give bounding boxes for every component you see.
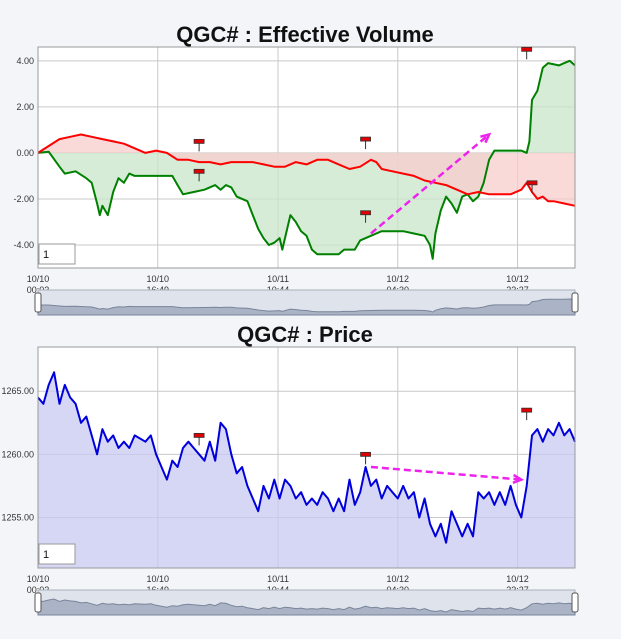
plot-frame — [37, 346, 576, 569]
x-tick-date: 10/12 — [387, 574, 410, 584]
x-tick-date: 10/10 — [27, 274, 50, 284]
navigator-right-handle[interactable] — [571, 292, 579, 313]
flag-marker-icon — [360, 136, 371, 150]
flag-head — [360, 210, 371, 216]
y-tick-label: 1255.00 — [1, 512, 34, 522]
series-index-box[interactable] — [38, 243, 76, 265]
series-line-1 — [37, 133, 576, 207]
plot-frame — [37, 46, 576, 269]
x-tick-date: 10/11 — [267, 274, 289, 284]
x-tick-date: 10/10 — [146, 274, 169, 284]
series-area-1 — [38, 134, 575, 206]
flag-head — [193, 432, 205, 438]
series-line-0 — [37, 371, 576, 544]
trend-arrow-line — [370, 133, 490, 235]
y-tick-label: -2.00 — [13, 194, 34, 204]
series-index-box[interactable] — [38, 543, 76, 565]
navigator-left-handle[interactable] — [34, 292, 42, 313]
flag-marker-icon — [526, 180, 538, 193]
flag-marker-icon — [360, 451, 371, 465]
series-area-0 — [38, 372, 575, 568]
flag-marker-icon — [193, 168, 205, 182]
flag-head — [193, 138, 205, 144]
x-tick-date: 10/12 — [387, 274, 410, 284]
flag-marker-icon — [193, 138, 205, 152]
flag-marker-icon — [360, 210, 371, 223]
x-tick-date: 10/11 — [267, 574, 289, 584]
x-tick-date: 10/10 — [27, 574, 50, 584]
y-tick-label: 4.00 — [16, 56, 34, 66]
y-tick-label: 0.00 — [16, 148, 34, 158]
x-tick-date: 10/12 — [506, 274, 529, 284]
series-line-0 — [37, 59, 576, 260]
x-tick-date: 10/10 — [146, 574, 169, 584]
flag-marker-icon — [193, 432, 205, 446]
effective-volume-title: QGC# : Effective Volume — [176, 22, 434, 47]
navigator-preview — [37, 598, 576, 616]
flag-head — [360, 136, 371, 142]
effective-volume-panel: QGC# : Effective Volume 4.00 2.00 0.00 -2.0… — [13, 22, 579, 316]
trend-arrow-line — [370, 465, 522, 481]
price-panel: QGC# : Price 1265.001260.001255.0010/100… — [1, 322, 579, 616]
navigator-left-handle[interactable] — [34, 592, 42, 613]
flag-head — [526, 180, 538, 186]
flag-head — [193, 168, 205, 174]
flag-head — [521, 46, 533, 52]
price-title: QGC# : Price — [237, 322, 373, 347]
flag-head — [521, 407, 533, 413]
y-tick-label: 2.00 — [16, 102, 34, 112]
series-index-label: 1 — [43, 249, 49, 261]
y-tick-label: 1265.00 — [1, 386, 34, 396]
series-index-label: 1 — [43, 549, 49, 561]
flag-marker-icon — [521, 407, 533, 421]
trend-arrow-head-icon — [512, 473, 525, 484]
y-tick-label: 1260.00 — [1, 449, 34, 459]
trend-arrow-head-icon — [480, 132, 492, 144]
navigator-preview — [37, 298, 576, 316]
flag-head — [360, 451, 371, 457]
y-tick-label: -4.00 — [13, 240, 34, 250]
flag-marker-icon — [521, 46, 533, 60]
x-tick-date: 10/12 — [506, 574, 529, 584]
navigator-right-handle[interactable] — [571, 592, 579, 613]
